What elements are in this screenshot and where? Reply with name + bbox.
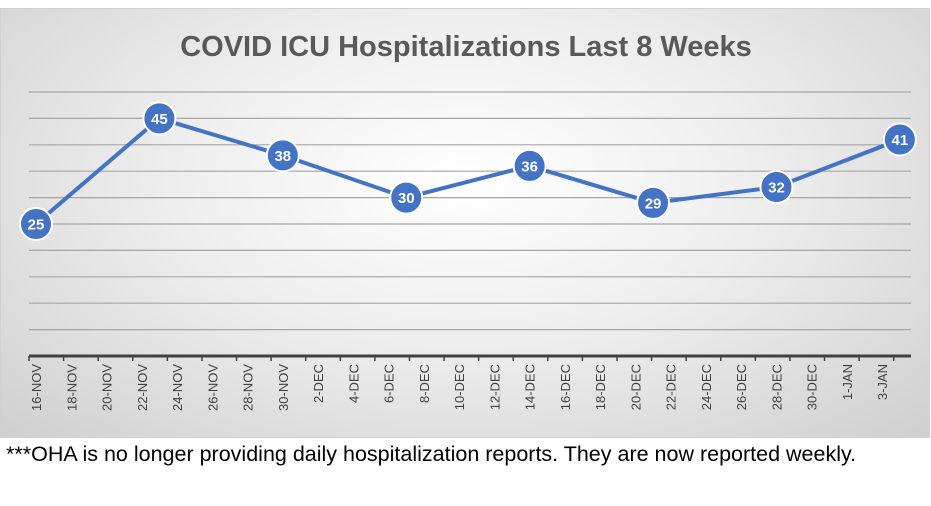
x-tick-label: 28-DEC	[769, 364, 784, 410]
data-label: 29	[645, 195, 662, 212]
x-tick-label: 4-DEC	[346, 364, 361, 403]
x-tick-label: 16-NOV	[29, 364, 44, 411]
data-point	[759, 170, 794, 205]
x-tick-label: 18-NOV	[64, 364, 79, 411]
data-point	[389, 180, 424, 215]
x-tick-label: 30-DEC	[805, 364, 820, 410]
x-tick-label: 2-DEC	[311, 364, 326, 403]
x-tick-label: 26-NOV	[205, 364, 220, 411]
data-point	[512, 148, 547, 183]
x-tick-label: 18-DEC	[593, 364, 608, 410]
x-tick-label: 20-NOV	[100, 364, 115, 411]
data-label: 32	[768, 180, 785, 197]
data-label: 45	[151, 111, 168, 128]
footnote: ***OHA is no longer providing daily hosp…	[6, 442, 857, 466]
x-tick-label: 28-NOV	[241, 364, 256, 411]
chart-title: COVID ICU Hospitalizations Last 8 Weeks	[180, 31, 752, 63]
chart-area: COVID ICU Hospitalizations Last 8 Weeks …	[0, 8, 930, 438]
x-tick-label: 30-NOV	[276, 364, 291, 411]
x-tick-label: 1-JAN	[840, 364, 855, 400]
data-point	[265, 138, 300, 173]
x-tick-label: 24-NOV	[170, 364, 185, 411]
x-tick-label: 14-DEC	[523, 364, 538, 410]
data-point	[882, 122, 917, 157]
data-point	[19, 207, 53, 241]
x-tick-label: 16-DEC	[558, 364, 573, 410]
x-tick-label: 6-DEC	[382, 364, 397, 403]
x-tick-label: 22-NOV	[135, 364, 150, 411]
series-line	[34, 116, 901, 226]
data-label: 30	[398, 190, 415, 207]
data-point	[142, 101, 177, 136]
x-tick-label: 10-DEC	[452, 364, 467, 410]
x-tick-label: 3-JAN	[875, 364, 890, 400]
x-tick-label: 12-DEC	[487, 364, 502, 410]
x-tick-label: 24-DEC	[699, 364, 714, 410]
data-point	[636, 185, 671, 220]
data-label: 38	[274, 148, 291, 165]
x-tick-label: 22-DEC	[664, 364, 679, 410]
x-tick-label: 8-DEC	[417, 364, 432, 403]
x-tick-label: 26-DEC	[734, 364, 749, 410]
data-label: 36	[521, 158, 538, 175]
x-tick-label: 20-DEC	[628, 364, 643, 410]
line-chart: COVID ICU Hospitalizations Last 8 Weeks …	[19, 31, 917, 411]
data-label: 41	[892, 132, 909, 149]
data-label: 25	[28, 217, 45, 234]
